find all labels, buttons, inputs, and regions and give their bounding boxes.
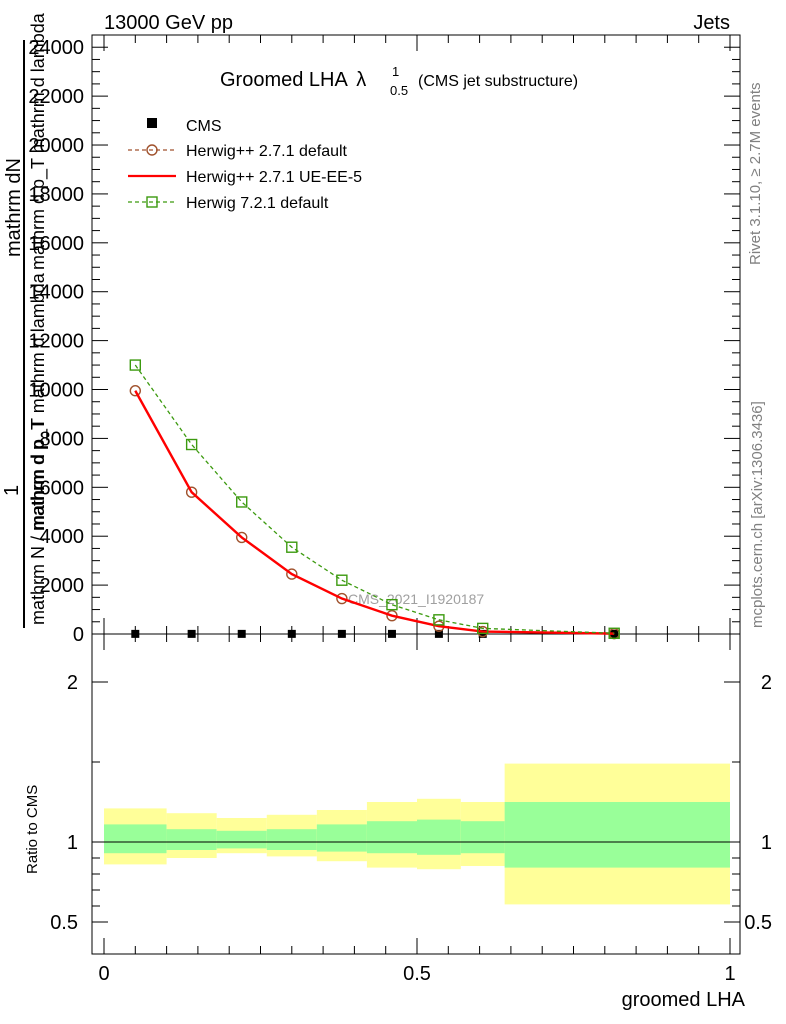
main-ytick-label: 20000 (28, 135, 84, 157)
main-ytick-label: 10000 (28, 380, 84, 402)
main-ytick-label: 24000 (28, 37, 84, 59)
plot-title-lambda: λ (356, 69, 366, 91)
series-1-point-3 (286, 568, 298, 580)
ylabel-fragment-3: mathrm d p_T mathrm d lambda (28, 272, 49, 530)
ylabel-fragment-4: 1 (1, 485, 23, 496)
xaxis-label: groomed LHA (622, 989, 746, 1011)
ratio-band-inner-4 (316, 824, 367, 852)
main-ytick-label: 2000 (40, 575, 85, 597)
legend-label-herwig721: Herwig 7.2.1 default (186, 195, 329, 212)
series-0-point-8 (610, 629, 619, 638)
series-3-point-3 (286, 541, 298, 553)
ratio-band-inner-1 (166, 829, 217, 850)
main-ytick-label: 18000 (28, 184, 84, 206)
ylabel-fragment-5: mathrm N / mathrm d p_T (28, 419, 49, 625)
ratio-ytick-label-right: 1 (761, 832, 772, 854)
main-ytick-label: 0 (73, 624, 84, 646)
series-0-point-0 (131, 629, 140, 638)
mcplots-reference-label: mcplots.cern.ch [arXiv:1306.3436] (749, 401, 766, 628)
plot-title-note: (CMS jet substructure) (418, 73, 578, 90)
xtick-label: 1 (724, 963, 735, 985)
ratio-band-inner-8 (504, 802, 730, 868)
series-0-point-6 (434, 629, 443, 638)
series-1-point-4 (336, 592, 348, 605)
series-line-3 (134, 364, 615, 634)
legend-marker-herwig-default (146, 144, 158, 156)
ylabel-fragment-2: mathrm d p_T mathrm d lambda (28, 12, 49, 270)
series-1-point-2 (236, 531, 248, 544)
main-ytick-label: 12000 (28, 331, 84, 353)
ratio-ytick-label-right: 0.5 (744, 912, 772, 934)
main-ytick-label: 8000 (40, 428, 85, 450)
ratio-band-inner-5 (366, 821, 417, 854)
xtick-label: 0 (98, 963, 109, 985)
plot-title: Groomed LHA λ (220, 69, 366, 91)
legend: CMS Herwig++ 2.7.1 default Herwig++ 2.7.… (128, 118, 362, 212)
series-0-point-4 (337, 629, 346, 638)
ratio-band-inner-6 (417, 819, 461, 855)
series-0-point-1 (187, 629, 196, 638)
main-ytick-label: 6000 (40, 477, 85, 499)
series-3-point-5 (386, 598, 398, 611)
ratio-x-axis: 0 0.5 1 (98, 634, 736, 985)
ratio-band-inner-2 (216, 830, 267, 849)
ratio-ylabel: Ratio to CMS (24, 785, 41, 874)
legend-marker-herwig721 (146, 196, 158, 208)
series-3-point-4 (336, 574, 348, 586)
series-0-point-2 (237, 629, 246, 638)
series-0-point-3 (287, 629, 296, 638)
main-ytick-label: 14000 (28, 282, 84, 304)
main-ylabel: mathrm dN mathrm d p_T mathrm d lambda m… (1, 12, 49, 628)
ratio-band-inner-0 (104, 824, 167, 854)
ratio-band-inner-7 (460, 821, 505, 854)
main-series-layer (129, 359, 620, 640)
xtick-label: 0.5 (403, 963, 431, 985)
ratio-plot-frame (91, 633, 741, 955)
series-3-point-1 (185, 438, 198, 451)
series-1-point-0 (129, 385, 142, 397)
ratio-band-inner-3 (266, 829, 317, 850)
header-energy-label: 13000 GeV pp (104, 12, 233, 34)
series-3-point-6 (433, 614, 445, 626)
series-3-point-2 (236, 496, 248, 508)
legend-label-herwig-ueee5: Herwig++ 2.7.1 UE-EE-5 (186, 169, 362, 186)
header-jets-label: Jets (693, 12, 730, 34)
series-3-point-7 (477, 622, 489, 635)
ratio-ytick-label: 1 (67, 832, 78, 854)
ratio-uncertainty-bands (104, 763, 730, 905)
main-y-axis: 0 2000 4000 6000 8000 10000 12000 14000 16000 180… (28, 37, 740, 646)
legend-label-herwig-default: Herwig++ 2.7.1 default (186, 143, 348, 160)
legend-marker-cms (147, 118, 157, 128)
ratio-ytick-label-right: 2 (761, 672, 772, 694)
series-line-2 (134, 390, 615, 635)
plot-title-lambda-sup: 1 (392, 64, 399, 79)
main-ytick-label: 4000 (40, 526, 85, 548)
ratio-ytick-label: 2 (67, 672, 78, 694)
ratio-ytick-label: 0.5 (50, 912, 78, 934)
main-ytick-label: 22000 (28, 86, 84, 108)
plot-title-lambda-sub: 0.5 (390, 83, 408, 98)
series-1-point-1 (185, 486, 198, 498)
rivet-version-label: Rivet 3.1.10, ≥ 2.7M events (747, 83, 764, 266)
plot-title-main: Groomed LHA (220, 69, 348, 91)
ylabel-fragment-1: mathrm dN (3, 158, 25, 257)
analysis-watermark: CMS_2021_I1920187 (348, 591, 484, 607)
main-ytick-label: 16000 (28, 233, 84, 255)
series-3-point-0 (129, 359, 142, 371)
series-3-point-8 (608, 627, 620, 639)
legend-label-cms: CMS (186, 118, 222, 135)
series-0-point-5 (387, 629, 396, 638)
